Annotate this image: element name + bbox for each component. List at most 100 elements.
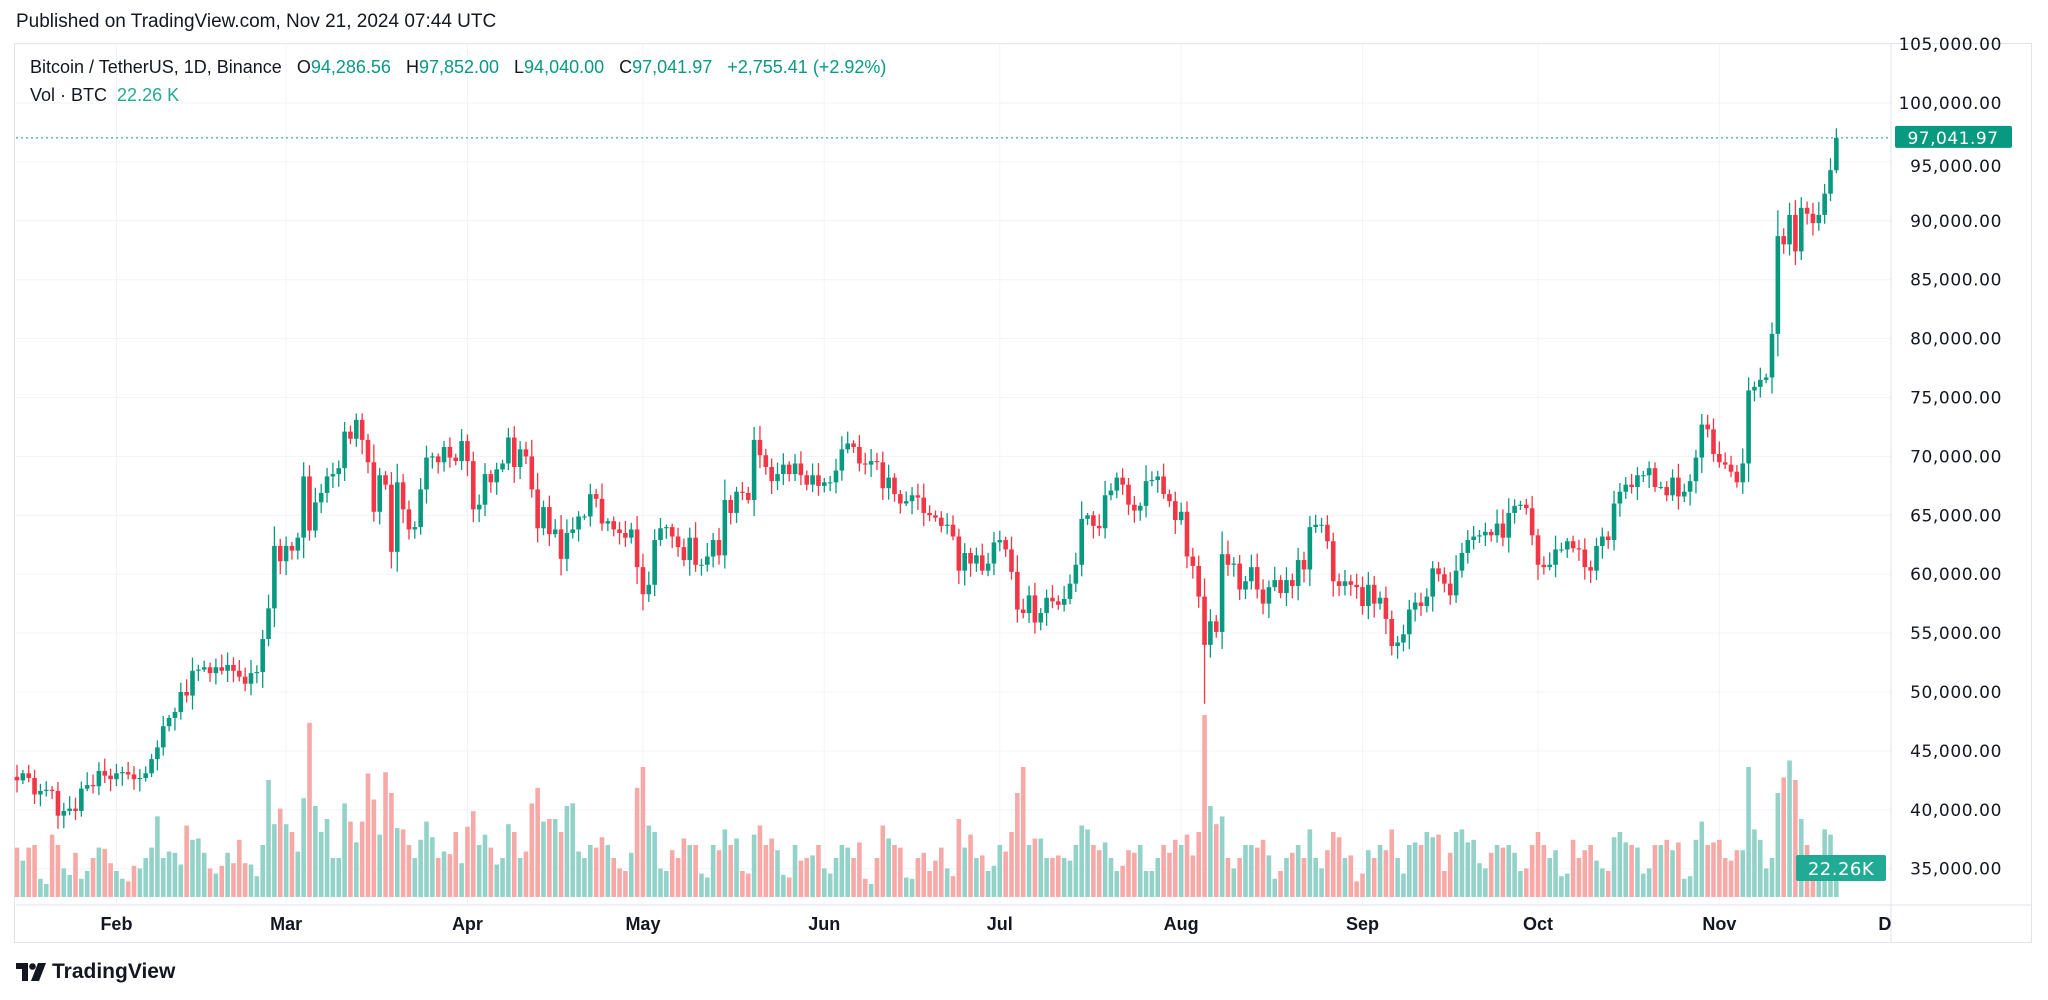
volume-bar	[1699, 821, 1705, 897]
candle	[1149, 471, 1155, 487]
candle-body	[804, 475, 810, 485]
candle-body	[1471, 536, 1476, 541]
volume-bar	[751, 834, 757, 897]
candle-body	[1085, 515, 1090, 519]
candle	[172, 707, 178, 731]
candle-body	[1026, 595, 1032, 614]
candle-body	[1407, 609, 1412, 635]
volume-bar	[944, 868, 950, 897]
volume-bar	[96, 847, 102, 897]
volume-bar	[968, 834, 973, 897]
candle-body	[822, 482, 827, 486]
candle	[1190, 547, 1196, 579]
candle-body	[336, 468, 342, 475]
candle	[617, 521, 622, 545]
candle	[1717, 441, 1722, 468]
candle	[1143, 465, 1149, 518]
candle-body	[892, 477, 897, 495]
candle	[1325, 515, 1330, 549]
volume-bar	[453, 832, 459, 897]
candle-body	[1611, 503, 1617, 541]
volume-bar	[1050, 858, 1055, 897]
volume-bar	[1635, 847, 1640, 897]
volume-bar	[1547, 858, 1552, 897]
candle	[283, 536, 289, 576]
volume-bar	[1407, 845, 1412, 897]
volume-bar	[242, 863, 248, 897]
candle	[260, 629, 265, 688]
candle	[237, 660, 242, 682]
volume-bar	[1412, 842, 1418, 897]
volume-bar	[1389, 829, 1395, 897]
candle	[1137, 502, 1143, 521]
candle	[84, 772, 90, 792]
candle-body	[687, 537, 693, 561]
candle-body	[1793, 214, 1798, 252]
candle	[336, 460, 342, 487]
candle-body	[506, 437, 511, 464]
candle	[985, 552, 991, 577]
candle-body	[1313, 524, 1318, 528]
volume-bar	[32, 845, 37, 897]
volume-bar	[137, 868, 143, 897]
candle	[751, 426, 757, 517]
volume-bar	[1664, 839, 1669, 897]
candle	[120, 766, 125, 786]
candle	[1611, 490, 1617, 551]
x-tick-label: May	[625, 914, 660, 934]
candle-body	[921, 497, 927, 513]
candle-body	[1360, 587, 1365, 607]
volume-bar	[1605, 871, 1611, 897]
candle-body	[342, 431, 347, 469]
candle	[1044, 589, 1049, 626]
candle	[1769, 322, 1775, 394]
candle-body	[1237, 563, 1242, 590]
candle-body	[90, 785, 96, 787]
candle	[1237, 555, 1242, 600]
volume-bar	[506, 824, 511, 897]
candle	[1711, 418, 1716, 462]
candle	[49, 786, 55, 799]
volume-bar	[675, 858, 681, 897]
candle	[219, 654, 225, 675]
candle	[55, 781, 61, 829]
candle-body	[1015, 571, 1020, 610]
candle	[1582, 538, 1588, 580]
candle-body	[324, 476, 330, 493]
candle-body	[1477, 535, 1482, 537]
volume-bar	[406, 845, 412, 897]
candle	[149, 753, 154, 778]
candle	[1225, 540, 1231, 576]
volume-bar	[1132, 852, 1137, 897]
candle	[1834, 128, 1839, 174]
candle	[1219, 531, 1225, 649]
volume-bar	[1143, 871, 1149, 897]
candle-body	[740, 491, 745, 493]
candle	[1003, 536, 1008, 557]
volume-bar	[1377, 845, 1383, 897]
candle-body	[172, 712, 178, 718]
candle-body	[166, 717, 172, 727]
volume-bar	[447, 854, 453, 897]
candle	[757, 425, 763, 469]
tradingview-logo[interactable]: TradingView	[16, 960, 175, 984]
candle	[1471, 526, 1476, 550]
volume-bar	[1032, 838, 1038, 897]
volume-bar	[1009, 832, 1014, 897]
candle	[1026, 585, 1032, 623]
candle	[1056, 595, 1061, 610]
volume-bar	[441, 851, 447, 897]
candle	[1529, 495, 1535, 546]
candle	[1266, 580, 1272, 619]
candle	[73, 797, 78, 820]
candle	[248, 659, 254, 696]
candle-body	[722, 499, 728, 556]
candle	[330, 462, 336, 489]
candle	[482, 463, 488, 516]
volume-bar	[1793, 780, 1798, 897]
candle	[1091, 511, 1096, 539]
volume-bar	[628, 852, 634, 897]
candle-body	[1418, 602, 1424, 607]
volume-bar	[1775, 793, 1781, 897]
